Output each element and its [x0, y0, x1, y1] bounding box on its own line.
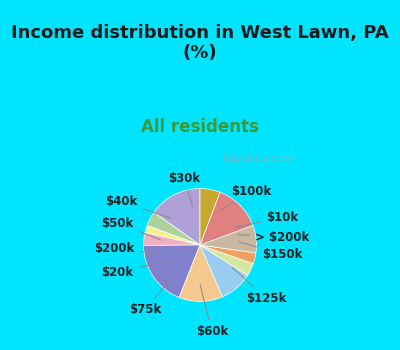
Text: $125k: $125k	[232, 268, 287, 305]
Text: $60k: $60k	[196, 285, 228, 338]
Text: All residents: All residents	[141, 118, 259, 136]
Text: $75k: $75k	[129, 275, 174, 316]
Wedge shape	[179, 245, 222, 301]
Text: $20k: $20k	[102, 262, 164, 279]
Text: $40k: $40k	[106, 195, 171, 218]
Text: City-Data.com: City-Data.com	[222, 153, 292, 163]
Text: $100k: $100k	[219, 185, 271, 211]
Text: $150k: $150k	[239, 242, 302, 261]
Wedge shape	[144, 245, 200, 298]
Text: Income distribution in West Lawn, PA
(%): Income distribution in West Lawn, PA (%)	[11, 24, 389, 62]
Wedge shape	[200, 245, 253, 275]
Text: $10k: $10k	[235, 211, 298, 227]
Wedge shape	[200, 245, 256, 264]
Text: $200k: $200k	[94, 243, 162, 256]
Wedge shape	[200, 192, 253, 245]
Wedge shape	[154, 189, 200, 245]
Text: > $200k: > $200k	[238, 231, 310, 244]
Wedge shape	[200, 225, 256, 253]
Wedge shape	[145, 225, 200, 245]
Wedge shape	[147, 212, 200, 245]
Text: $50k: $50k	[102, 217, 161, 240]
Text: $30k: $30k	[168, 172, 200, 206]
Wedge shape	[200, 189, 220, 245]
Wedge shape	[144, 232, 200, 245]
Wedge shape	[200, 245, 248, 297]
